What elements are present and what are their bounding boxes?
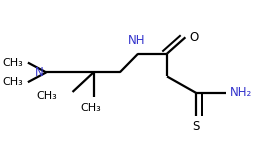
Text: CH₃: CH₃ [3,58,24,68]
Text: CH₃: CH₃ [3,77,24,87]
Text: S: S [192,120,200,133]
Text: N: N [35,66,44,79]
Text: O: O [189,31,199,44]
Text: CH₃: CH₃ [36,91,57,101]
Text: NH₂: NH₂ [230,86,252,99]
Text: CH₃: CH₃ [81,103,101,113]
Text: NH: NH [128,34,146,47]
